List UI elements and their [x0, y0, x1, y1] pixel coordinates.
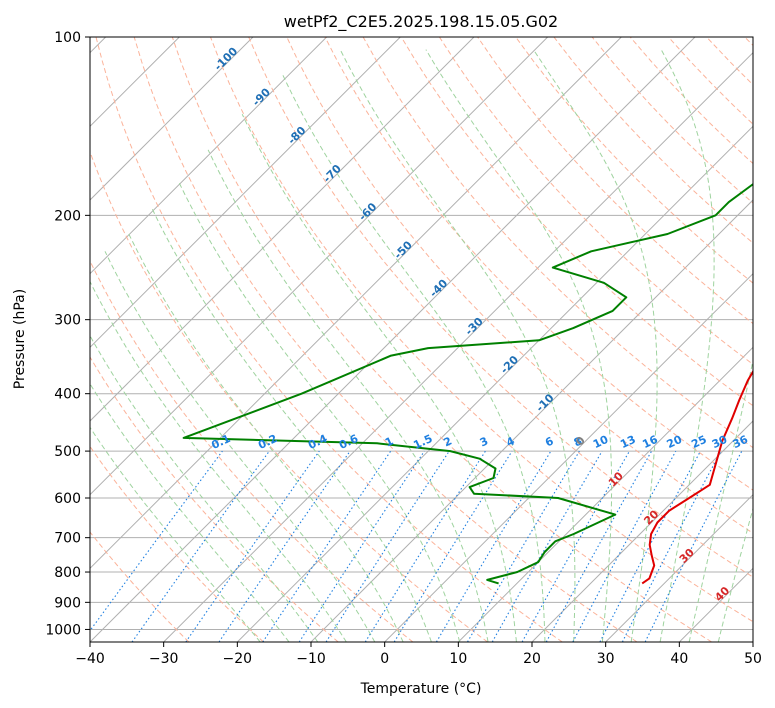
moist-adiabat: [532, 49, 658, 642]
dry-adiabat: [438, 37, 753, 366]
isotherm-line: [90, 37, 401, 349]
y-tick-label: 500: [54, 444, 81, 460]
dry-adiabat: [171, 37, 712, 642]
moist-adiabat: [425, 49, 613, 642]
moist-adiabat: [151, 208, 432, 642]
x-tick-label: 10: [449, 651, 467, 667]
mixing-ratio-line: [325, 450, 450, 642]
x-tick-label: −40: [75, 651, 105, 667]
x-tick-label: 40: [670, 651, 688, 667]
x-tick-label: 30: [597, 651, 615, 667]
mixing-ratio-line: [262, 450, 392, 642]
dry-adiabat: [90, 445, 264, 642]
isotherm-line: [90, 37, 254, 201]
mixing-ratio-line: [185, 450, 320, 642]
y-axis-title: Pressure (hPa): [12, 289, 28, 389]
dry-adiabat: [90, 150, 488, 642]
sounding-profiles: [182, 182, 753, 585]
plot-area: 0.1 0.2 0.4 0.6 1 1.5 2 3 4 6 8 10 13 16 20 25 30 36-100-…: [90, 37, 753, 642]
dry-adiabat: [133, 37, 638, 642]
mixing-ratio-line: [521, 450, 630, 642]
isotherm-line: [531, 420, 753, 642]
isotherm-line: [90, 37, 696, 642]
x-tick-label: −20: [223, 651, 253, 667]
x-tick-label: −10: [296, 651, 326, 667]
y-tick-label: 600: [54, 491, 81, 507]
x-tick-label: 50: [744, 651, 762, 667]
moist-adiabat: [339, 49, 576, 642]
moist-adiabat: [177, 180, 461, 642]
chart-title: wetPf2_C2E5.2025.198.15.05.G02: [284, 12, 558, 32]
mixing-ratio-line: [90, 450, 223, 632]
mixing-ratio-label: 36: [731, 433, 751, 451]
y-tick-label: 1000: [45, 622, 81, 638]
dry-adiabat: [90, 531, 190, 642]
x-axis-ticks: −40 −30 −20 −10 0 10 20 30 40 50: [75, 642, 762, 667]
dry-adiabat: [324, 37, 753, 491]
moist-adiabat: [207, 149, 489, 642]
y-tick-label: 100: [54, 30, 81, 46]
y-axis-ticks: 100 200 300 400 500 600 700 800 900 1000: [45, 30, 90, 638]
isotherm-lines: [90, 37, 753, 642]
dry-adiabat: [210, 37, 753, 623]
x-tick-label: 0: [380, 651, 389, 667]
plot-frame: [89, 36, 754, 643]
mixing-ratio-label: 20: [665, 433, 685, 451]
isobar-grid: [90, 37, 753, 630]
mixing-ratio-line: [545, 450, 653, 642]
x-tick-label: 20: [523, 651, 541, 667]
mixing-ratio-label: 16: [640, 433, 660, 451]
mixing-ratio-label: 13: [618, 433, 637, 451]
y-tick-label: 200: [54, 208, 81, 224]
mixing-ratio-line: [298, 450, 425, 642]
moist-adiabat: [688, 358, 753, 642]
y-tick-label: 800: [54, 565, 81, 581]
moist-adiabat: [659, 49, 715, 642]
temperature-profile-line: [641, 369, 753, 585]
dewpoint-profile-line: [182, 182, 753, 585]
dry-adiabat: [90, 259, 414, 642]
moist-adiabat: [241, 113, 517, 642]
dry-adiabat: [248, 37, 753, 578]
moist-adiabat: [717, 506, 753, 642]
isotherm-line: [384, 272, 753, 642]
isotherm-line: [90, 37, 475, 422]
isotherm-line: [90, 37, 328, 275]
mixing-ratio-label: 25: [689, 433, 708, 451]
mixing-ratio-line: [572, 450, 677, 642]
moist-adiabat: [90, 334, 319, 642]
y-tick-label: 300: [54, 313, 81, 329]
x-tick-label: −30: [149, 651, 179, 667]
moist-adiabat: [90, 382, 290, 642]
mixing-ratio-line: [644, 450, 743, 642]
y-tick-label: 900: [54, 595, 81, 611]
dry-adiabat: [95, 37, 563, 642]
isotherm-line: [90, 37, 622, 570]
mixing-ratio-label: 30: [710, 433, 730, 451]
x-axis-title: Temperature (°C): [360, 681, 482, 697]
isotherm-line: [90, 37, 549, 496]
dry-adiabat: [90, 356, 339, 642]
moist-adiabat: [90, 280, 347, 642]
isotherm-line: [457, 346, 753, 642]
y-tick-label: 400: [54, 387, 81, 403]
mixing-ratio-line: [218, 450, 351, 642]
moist-adiabat: [90, 426, 261, 642]
moist-adiabat: [104, 251, 376, 642]
mixing-ratio-lines: [90, 450, 743, 642]
isotherm-line: [163, 51, 753, 642]
mixing-ratio-label: 10: [591, 433, 611, 451]
moist-adiabat: [128, 233, 404, 642]
isotherm-line: [605, 493, 753, 642]
dry-adiabat: [515, 37, 753, 284]
mixing-ratio-line: [131, 450, 270, 642]
y-tick-label: 700: [54, 531, 81, 547]
